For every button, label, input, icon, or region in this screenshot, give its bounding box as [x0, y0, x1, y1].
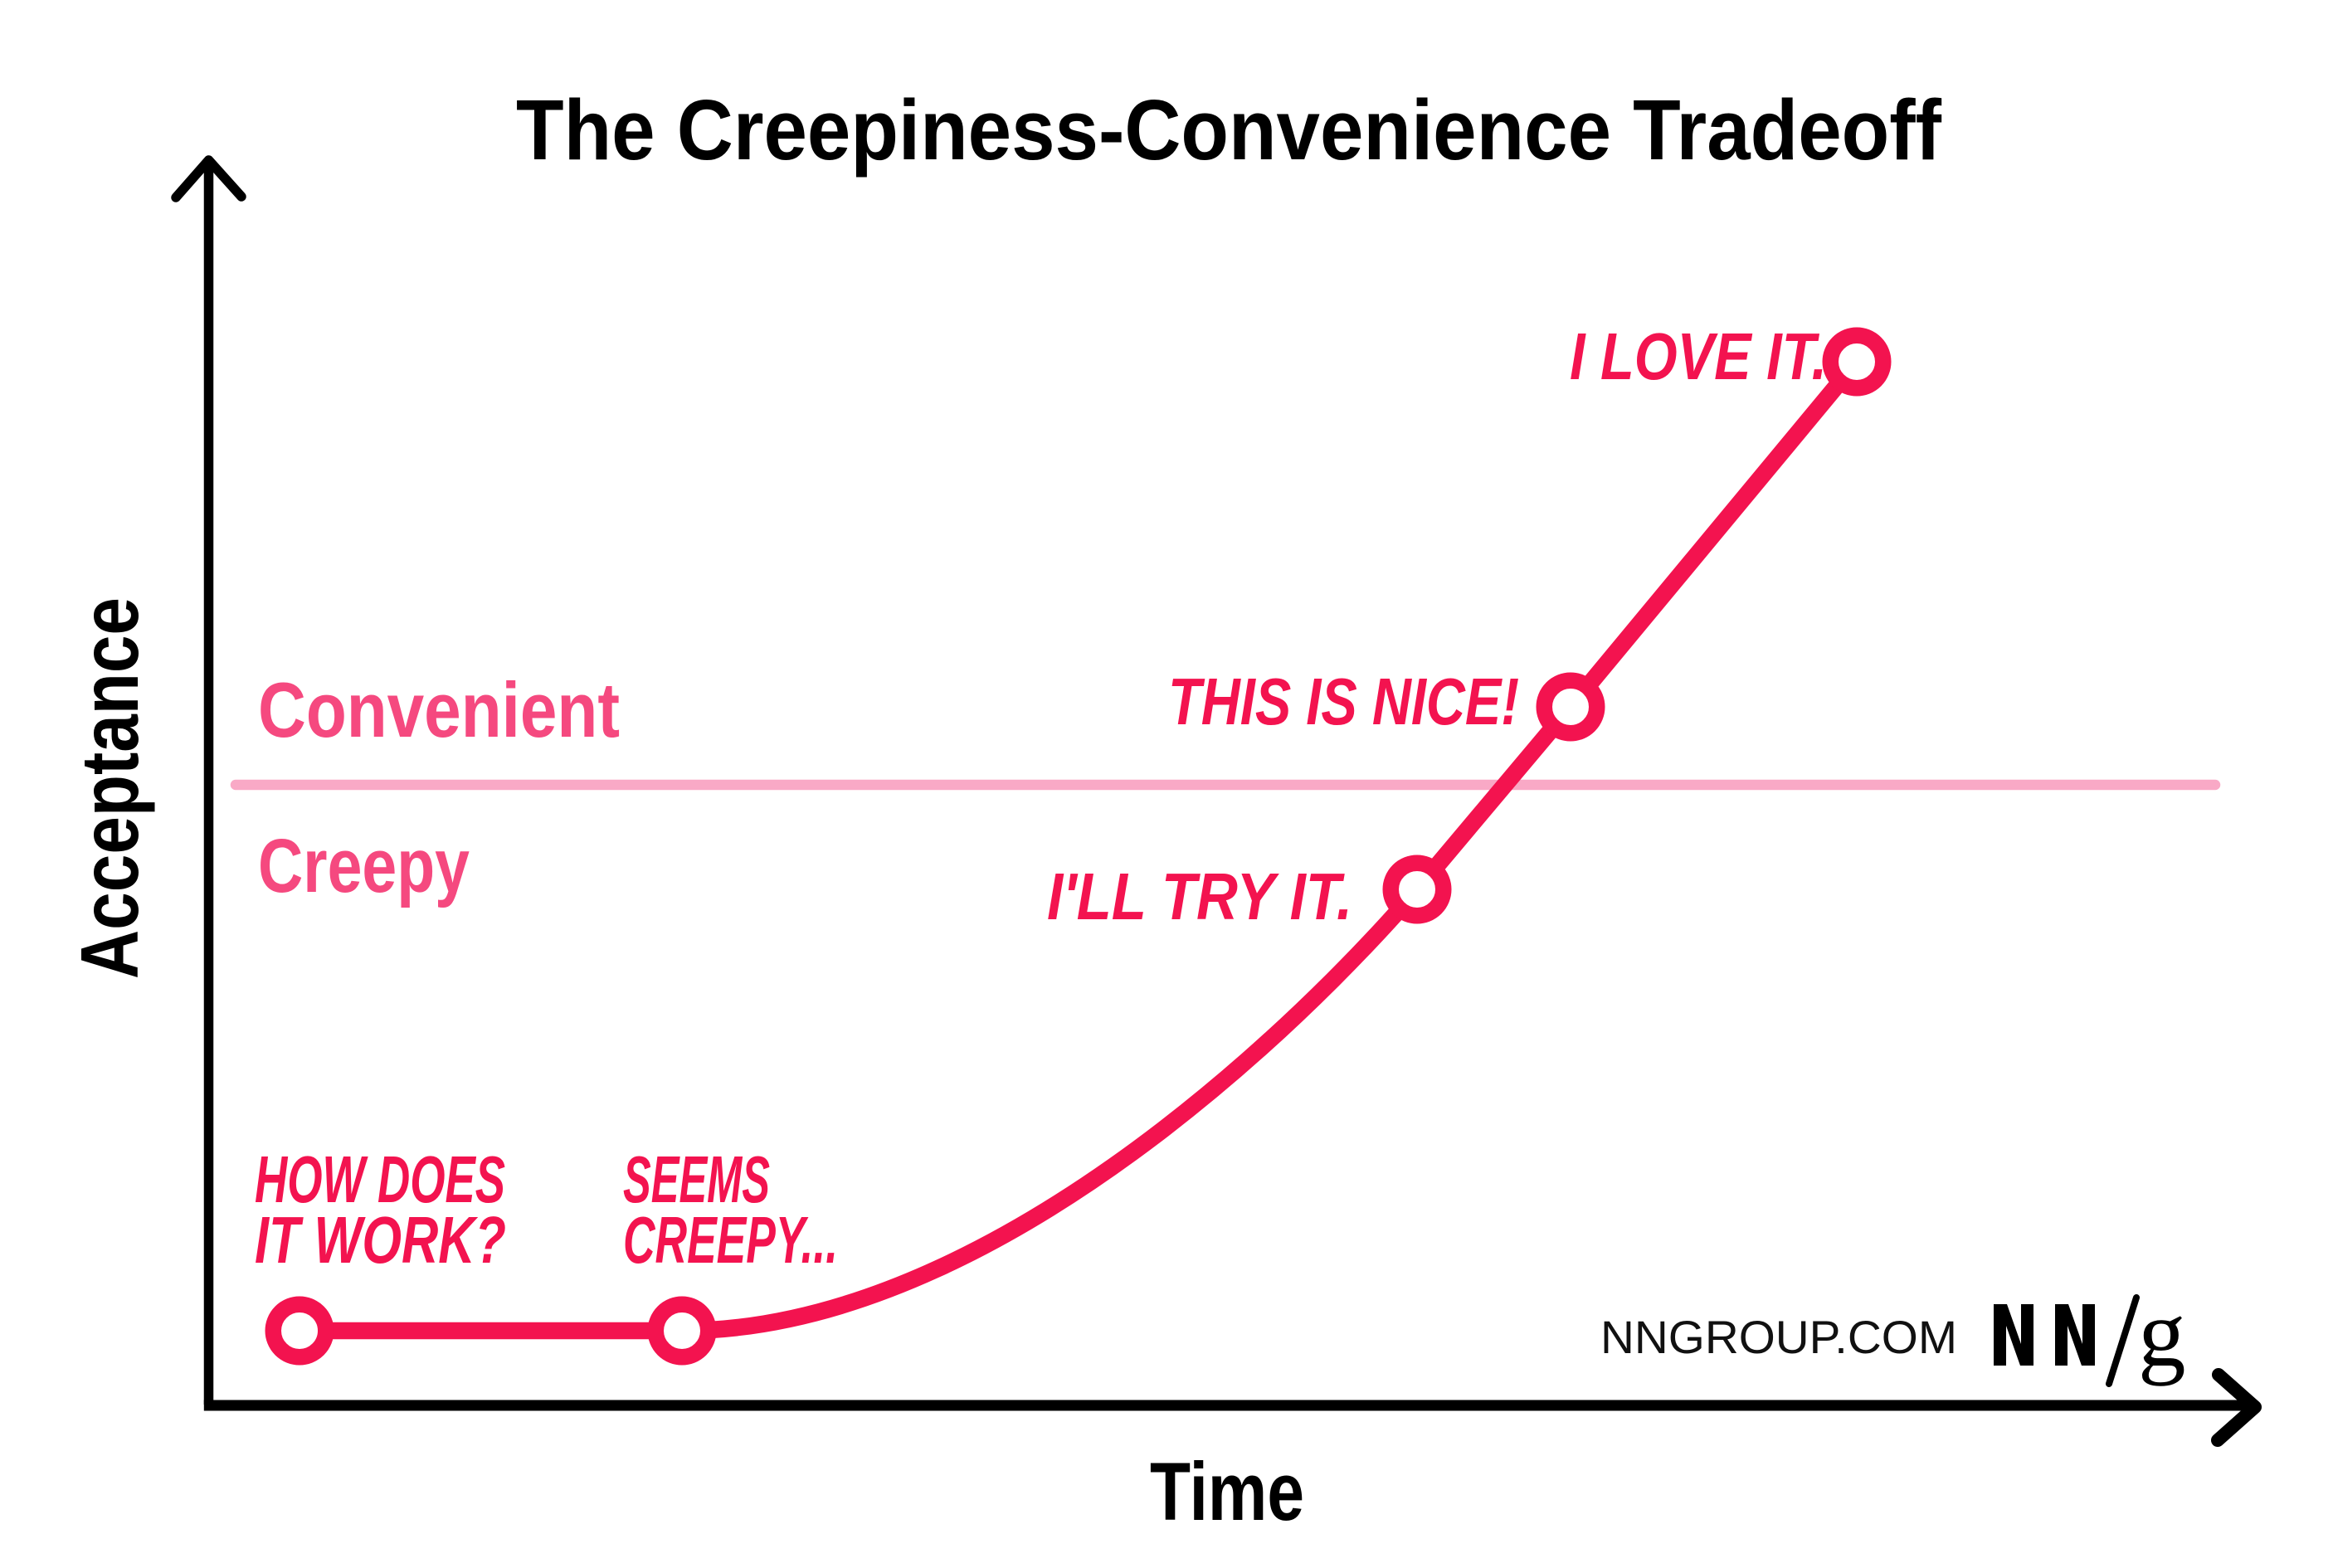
svg-text:Creepy: Creepy — [258, 824, 470, 908]
svg-text:CREEPY...: CREEPY... — [623, 1203, 838, 1277]
svg-text:HOW DOES: HOW DOES — [255, 1142, 505, 1216]
svg-text:The Creepiness-Convenience Tra: The Creepiness-Convenience Tradeoff — [516, 82, 1942, 178]
svg-text:IT WORK?: IT WORK? — [255, 1203, 506, 1277]
svg-text:SEEMS: SEEMS — [623, 1142, 770, 1216]
svg-text:NNGROUP.COM: NNGROUP.COM — [1600, 1311, 1957, 1363]
svg-text:Acceptance: Acceptance — [64, 597, 155, 979]
svg-text:g: g — [2138, 1281, 2186, 1386]
svg-text:Convenient: Convenient — [258, 666, 620, 753]
svg-text:THIS IS NICE!: THIS IS NICE! — [1168, 665, 1519, 738]
svg-text:Time: Time — [1150, 1445, 1304, 1537]
svg-text:I LOVE IT.: I LOVE IT. — [1570, 319, 1827, 393]
svg-text:I'LL TRY IT.: I'LL TRY IT. — [1047, 859, 1352, 933]
